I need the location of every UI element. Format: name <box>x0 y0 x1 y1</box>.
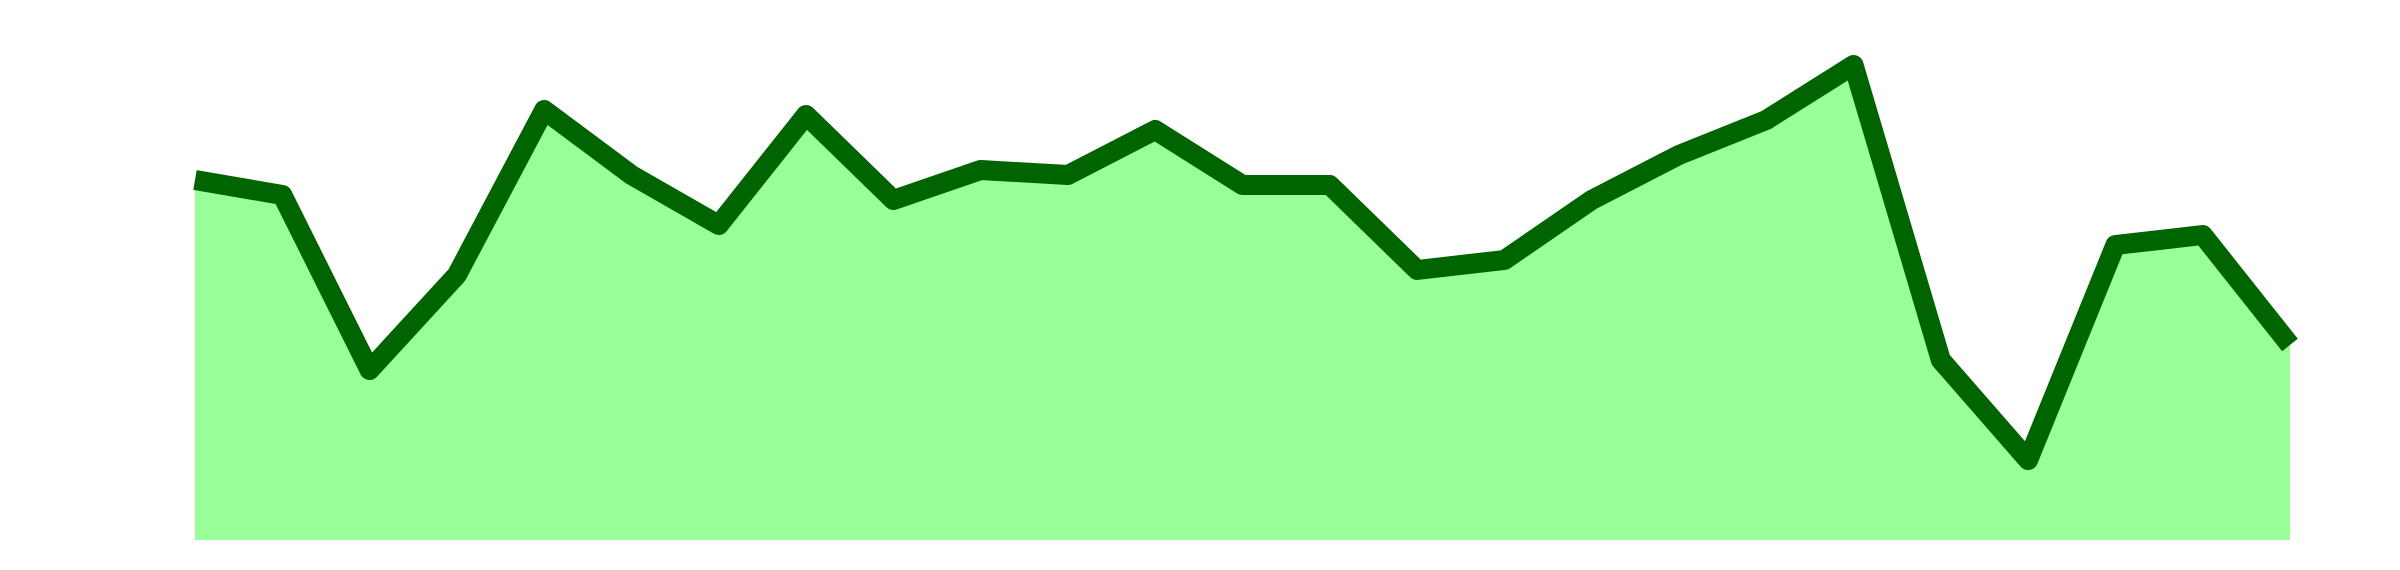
line <box>193 55 2298 470</box>
area-fill <box>195 65 2290 540</box>
